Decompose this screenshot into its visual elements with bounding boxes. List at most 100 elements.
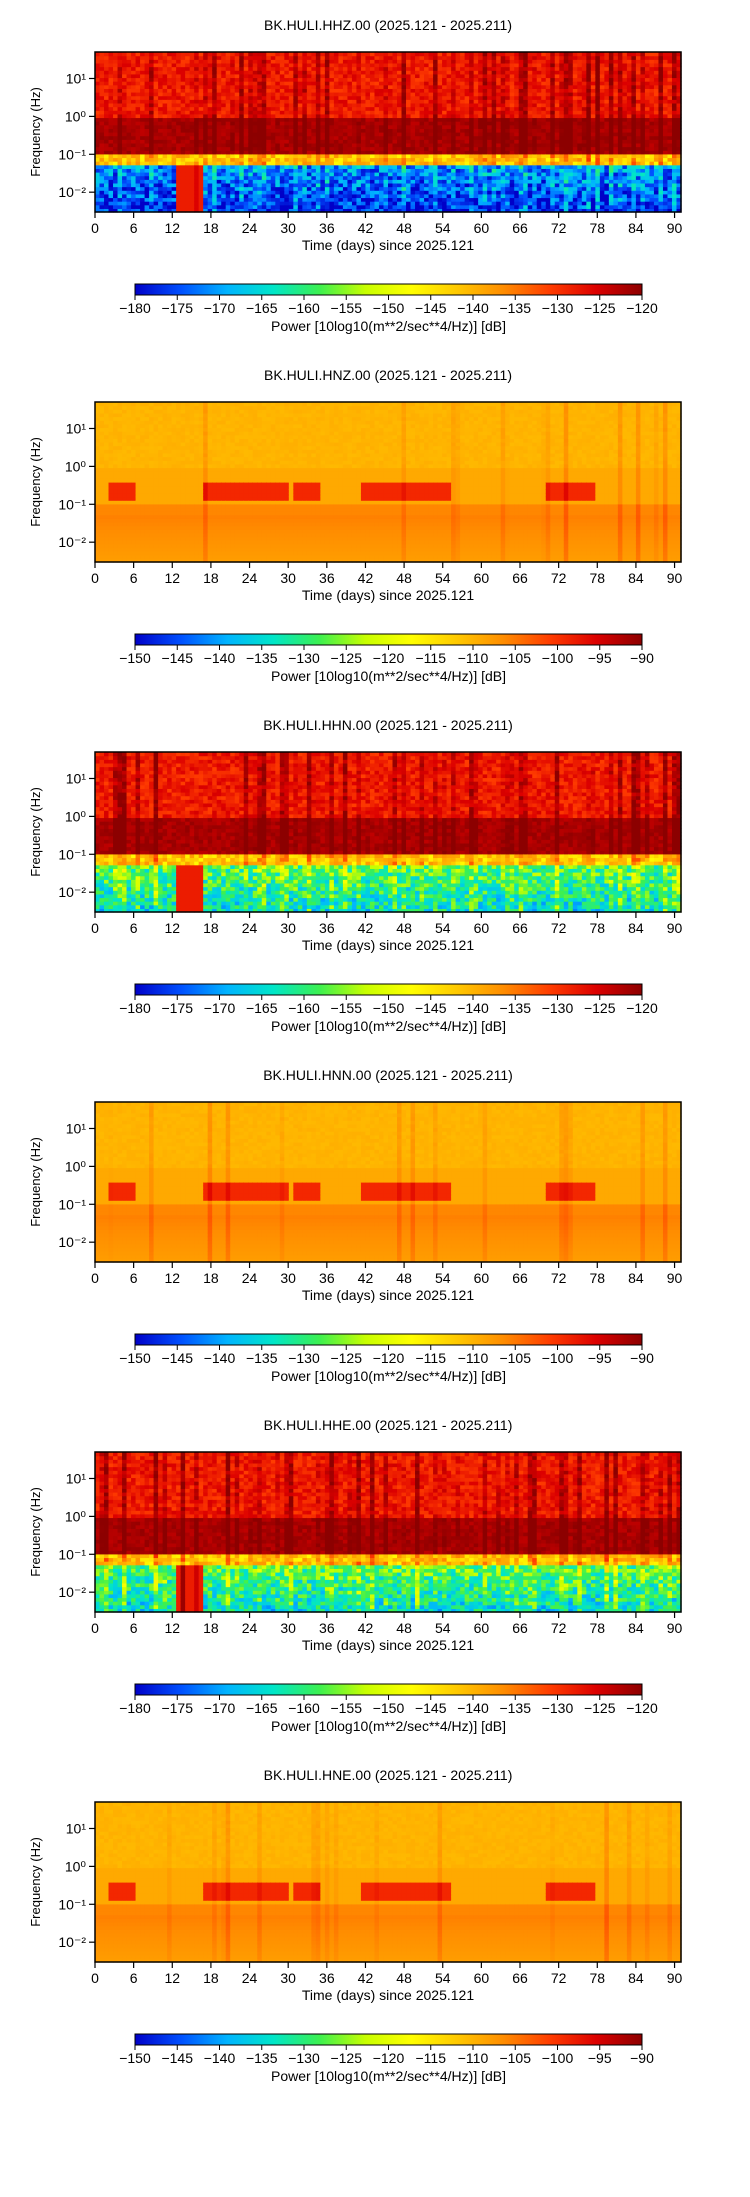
- heatmap-cell: [225, 106, 231, 111]
- heatmap-cell: [514, 197, 520, 202]
- heatmap-cell: [221, 142, 227, 148]
- heatmap-cell: [451, 62, 457, 68]
- heatmap-cell: [595, 150, 601, 155]
- heatmap-cell: [473, 164, 479, 169]
- heatmap-cell: [473, 201, 479, 206]
- heatmap-cell: [185, 77, 191, 82]
- heatmap-cell: [550, 110, 556, 115]
- heatmap-cell: [554, 204, 560, 209]
- heatmap-cell: [383, 175, 389, 180]
- heatmap-cell: [167, 106, 173, 111]
- heatmap-cell: [225, 66, 231, 71]
- heatmap-cell: [572, 132, 578, 137]
- heatmap-cell: [140, 190, 146, 195]
- heatmap-cell: [158, 102, 164, 108]
- heatmap-cell: [297, 52, 303, 57]
- heatmap-cell: [324, 81, 330, 86]
- heatmap-cell: [117, 62, 123, 68]
- heatmap-cell: [266, 175, 272, 180]
- heatmap-cell: [527, 124, 533, 129]
- heatmap-cell: [221, 52, 227, 57]
- heatmap-cell: [329, 95, 335, 100]
- heatmap-cell: [347, 81, 353, 86]
- heatmap-cell: [176, 52, 182, 57]
- heatmap-cell: [297, 139, 303, 144]
- heatmap-cell: [239, 70, 245, 75]
- heatmap-cell: [397, 190, 403, 195]
- heatmap-cell: [369, 73, 376, 79]
- heatmap-cell: [509, 66, 515, 71]
- heatmap-cell: [144, 117, 150, 122]
- heatmap-cell: [297, 92, 303, 97]
- heatmap-cell: [563, 92, 569, 97]
- heatmap-cell: [333, 66, 340, 71]
- heatmap-cell: [108, 142, 114, 148]
- heatmap-cell: [297, 142, 303, 148]
- heatmap-cell: [568, 113, 574, 119]
- heatmap-cell: [135, 124, 141, 129]
- heatmap-cell: [162, 124, 168, 129]
- heatmap-cell: [590, 62, 596, 68]
- heatmap-cell: [550, 204, 556, 209]
- heatmap-cell: [117, 121, 123, 126]
- heatmap-cell: [230, 164, 236, 169]
- heatmap-cell: [279, 62, 285, 68]
- heatmap-cell: [99, 175, 105, 180]
- heatmap-cell: [536, 81, 542, 86]
- heatmap-cell: [527, 81, 533, 86]
- heatmap-cell: [261, 157, 267, 162]
- heatmap-cell: [446, 146, 452, 151]
- heatmap-cell: [401, 92, 407, 97]
- heatmap-cell: [581, 161, 587, 166]
- heatmap-cell: [406, 201, 412, 206]
- heatmap-cell: [234, 182, 240, 188]
- heatmap-cell: [581, 55, 587, 60]
- heatmap-cell: [419, 135, 425, 140]
- heatmap-cell: [207, 128, 213, 133]
- heatmap-cell: [545, 135, 551, 140]
- heatmap-cell: [437, 201, 443, 206]
- heatmap-cell: [496, 164, 502, 169]
- heatmap-cell: [446, 113, 452, 119]
- heatmap-cell: [464, 139, 470, 144]
- heatmap-cell: [99, 161, 105, 166]
- heatmap-cell: [581, 132, 587, 137]
- heatmap-cell: [140, 52, 146, 57]
- heatmap-cell: [117, 117, 123, 122]
- heatmap-cell: [577, 59, 583, 64]
- heatmap-cell: [297, 179, 303, 184]
- heatmap-cell: [487, 92, 493, 97]
- heatmap-cell: [311, 95, 317, 100]
- heatmap-cell: [293, 175, 299, 180]
- heatmap-cell: [194, 59, 200, 64]
- heatmap-cell: [149, 110, 155, 115]
- heatmap-cell: [189, 150, 195, 155]
- heatmap-cell: [144, 102, 150, 108]
- heatmap-cell: [572, 62, 578, 68]
- heatmap-cell: [491, 146, 497, 151]
- heatmap-cell: [491, 157, 497, 162]
- heatmap-cell: [306, 55, 312, 60]
- heatmap-cell: [577, 117, 583, 122]
- heatmap-cell: [518, 172, 524, 177]
- heatmap-cell: [104, 132, 110, 137]
- heatmap-cell: [401, 208, 407, 213]
- heatmap-cell: [329, 124, 335, 129]
- heatmap-cell: [162, 186, 168, 191]
- heatmap-cell: [171, 95, 177, 100]
- heatmap-cell: [144, 99, 150, 104]
- heatmap-cell: [279, 99, 285, 104]
- heatmap-cell: [473, 132, 479, 137]
- heatmap-cell: [586, 168, 592, 173]
- heatmap-cell: [541, 201, 547, 206]
- heatmap-cell: [108, 204, 114, 209]
- heatmap-cell: [437, 157, 443, 162]
- heatmap-cell: [252, 55, 258, 60]
- heatmap-cell: [257, 175, 263, 180]
- heatmap-cell: [383, 113, 389, 119]
- heatmap-cell: [532, 146, 538, 151]
- heatmap-cell: [279, 150, 285, 155]
- heatmap-cell: [469, 124, 475, 129]
- heatmap-cell: [514, 110, 520, 115]
- heatmap-cell: [568, 77, 574, 82]
